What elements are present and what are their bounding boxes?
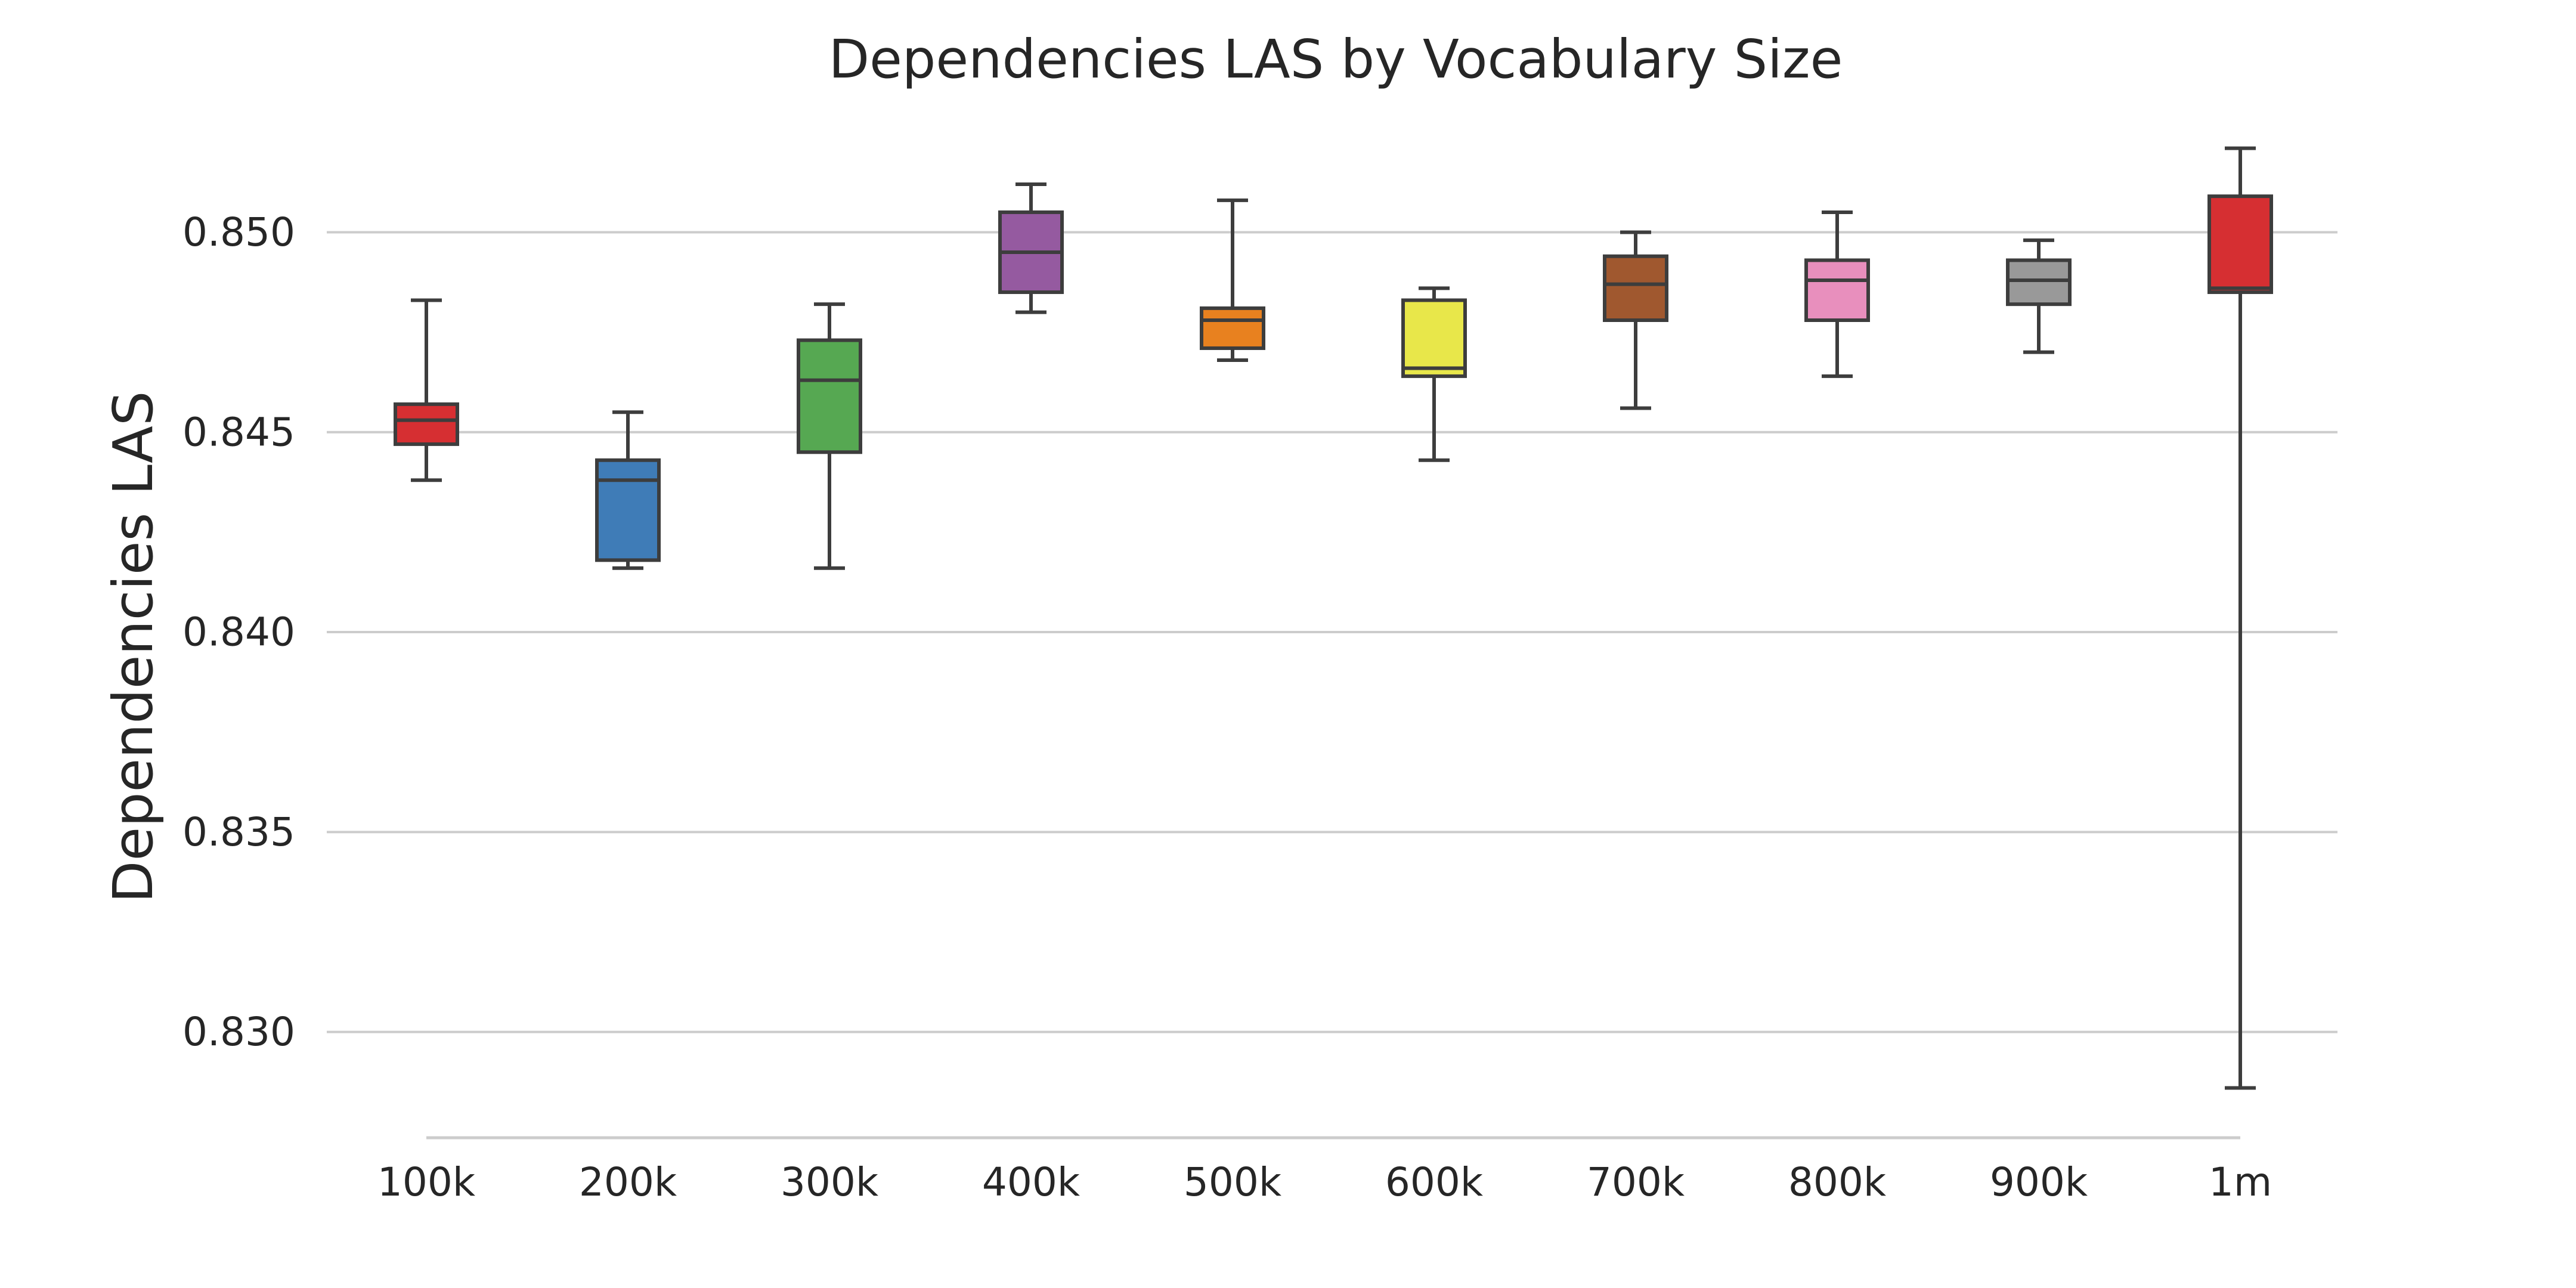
x-tick-label: 600k bbox=[1385, 1159, 1484, 1205]
gridlines bbox=[327, 231, 2337, 1033]
y-tick-label: 0.835 bbox=[182, 809, 295, 855]
box-body bbox=[1200, 306, 1265, 350]
box-600k bbox=[1401, 286, 1467, 462]
box-body bbox=[1804, 258, 1870, 323]
y-tick-label: 0.840 bbox=[182, 609, 295, 655]
y-tick-label: 0.830 bbox=[182, 1009, 295, 1055]
box-200k bbox=[595, 410, 661, 570]
x-tick-label: 400k bbox=[982, 1159, 1080, 1205]
x-tick-label: 900k bbox=[1990, 1159, 2088, 1205]
x-tick-label: 100k bbox=[377, 1159, 476, 1205]
box-body bbox=[2207, 194, 2273, 295]
box-body bbox=[797, 338, 862, 454]
x-tick-label: 200k bbox=[579, 1159, 677, 1205]
x-tick-label: 300k bbox=[781, 1159, 879, 1205]
box-1m bbox=[2207, 146, 2273, 1090]
box-body bbox=[1401, 298, 1467, 378]
box-body bbox=[595, 458, 661, 562]
box-500k bbox=[1200, 198, 1265, 363]
x-axis-ticks: 100k 200k 300k 400k 500k 600k 700k 800k 900k 1m bbox=[377, 1159, 2272, 1205]
box-body bbox=[2006, 258, 2072, 306]
box-900k bbox=[2006, 238, 2072, 354]
box-700k bbox=[1603, 230, 1668, 410]
y-axis-ticks: 0.830 0.835 0.840 0.845 0.850 bbox=[182, 209, 295, 1055]
x-tick-label: 1m bbox=[2209, 1159, 2272, 1205]
y-axis-label: Dependencies LAS bbox=[101, 391, 165, 903]
box-400k bbox=[998, 182, 1064, 314]
box-100k bbox=[394, 298, 459, 482]
chart-title: Dependencies LAS by Vocabulary Size bbox=[829, 28, 1843, 90]
box-300k bbox=[797, 302, 862, 570]
y-tick-label: 0.850 bbox=[182, 209, 295, 255]
box-body bbox=[1603, 254, 1668, 322]
boxes bbox=[394, 146, 2273, 1090]
x-tick-label: 800k bbox=[1788, 1159, 1887, 1205]
x-tick-label: 700k bbox=[1587, 1159, 1685, 1205]
box-800k bbox=[1804, 210, 1870, 378]
box-body bbox=[394, 402, 459, 446]
y-tick-label: 0.845 bbox=[182, 409, 295, 455]
x-tick-label: 500k bbox=[1184, 1159, 1282, 1205]
